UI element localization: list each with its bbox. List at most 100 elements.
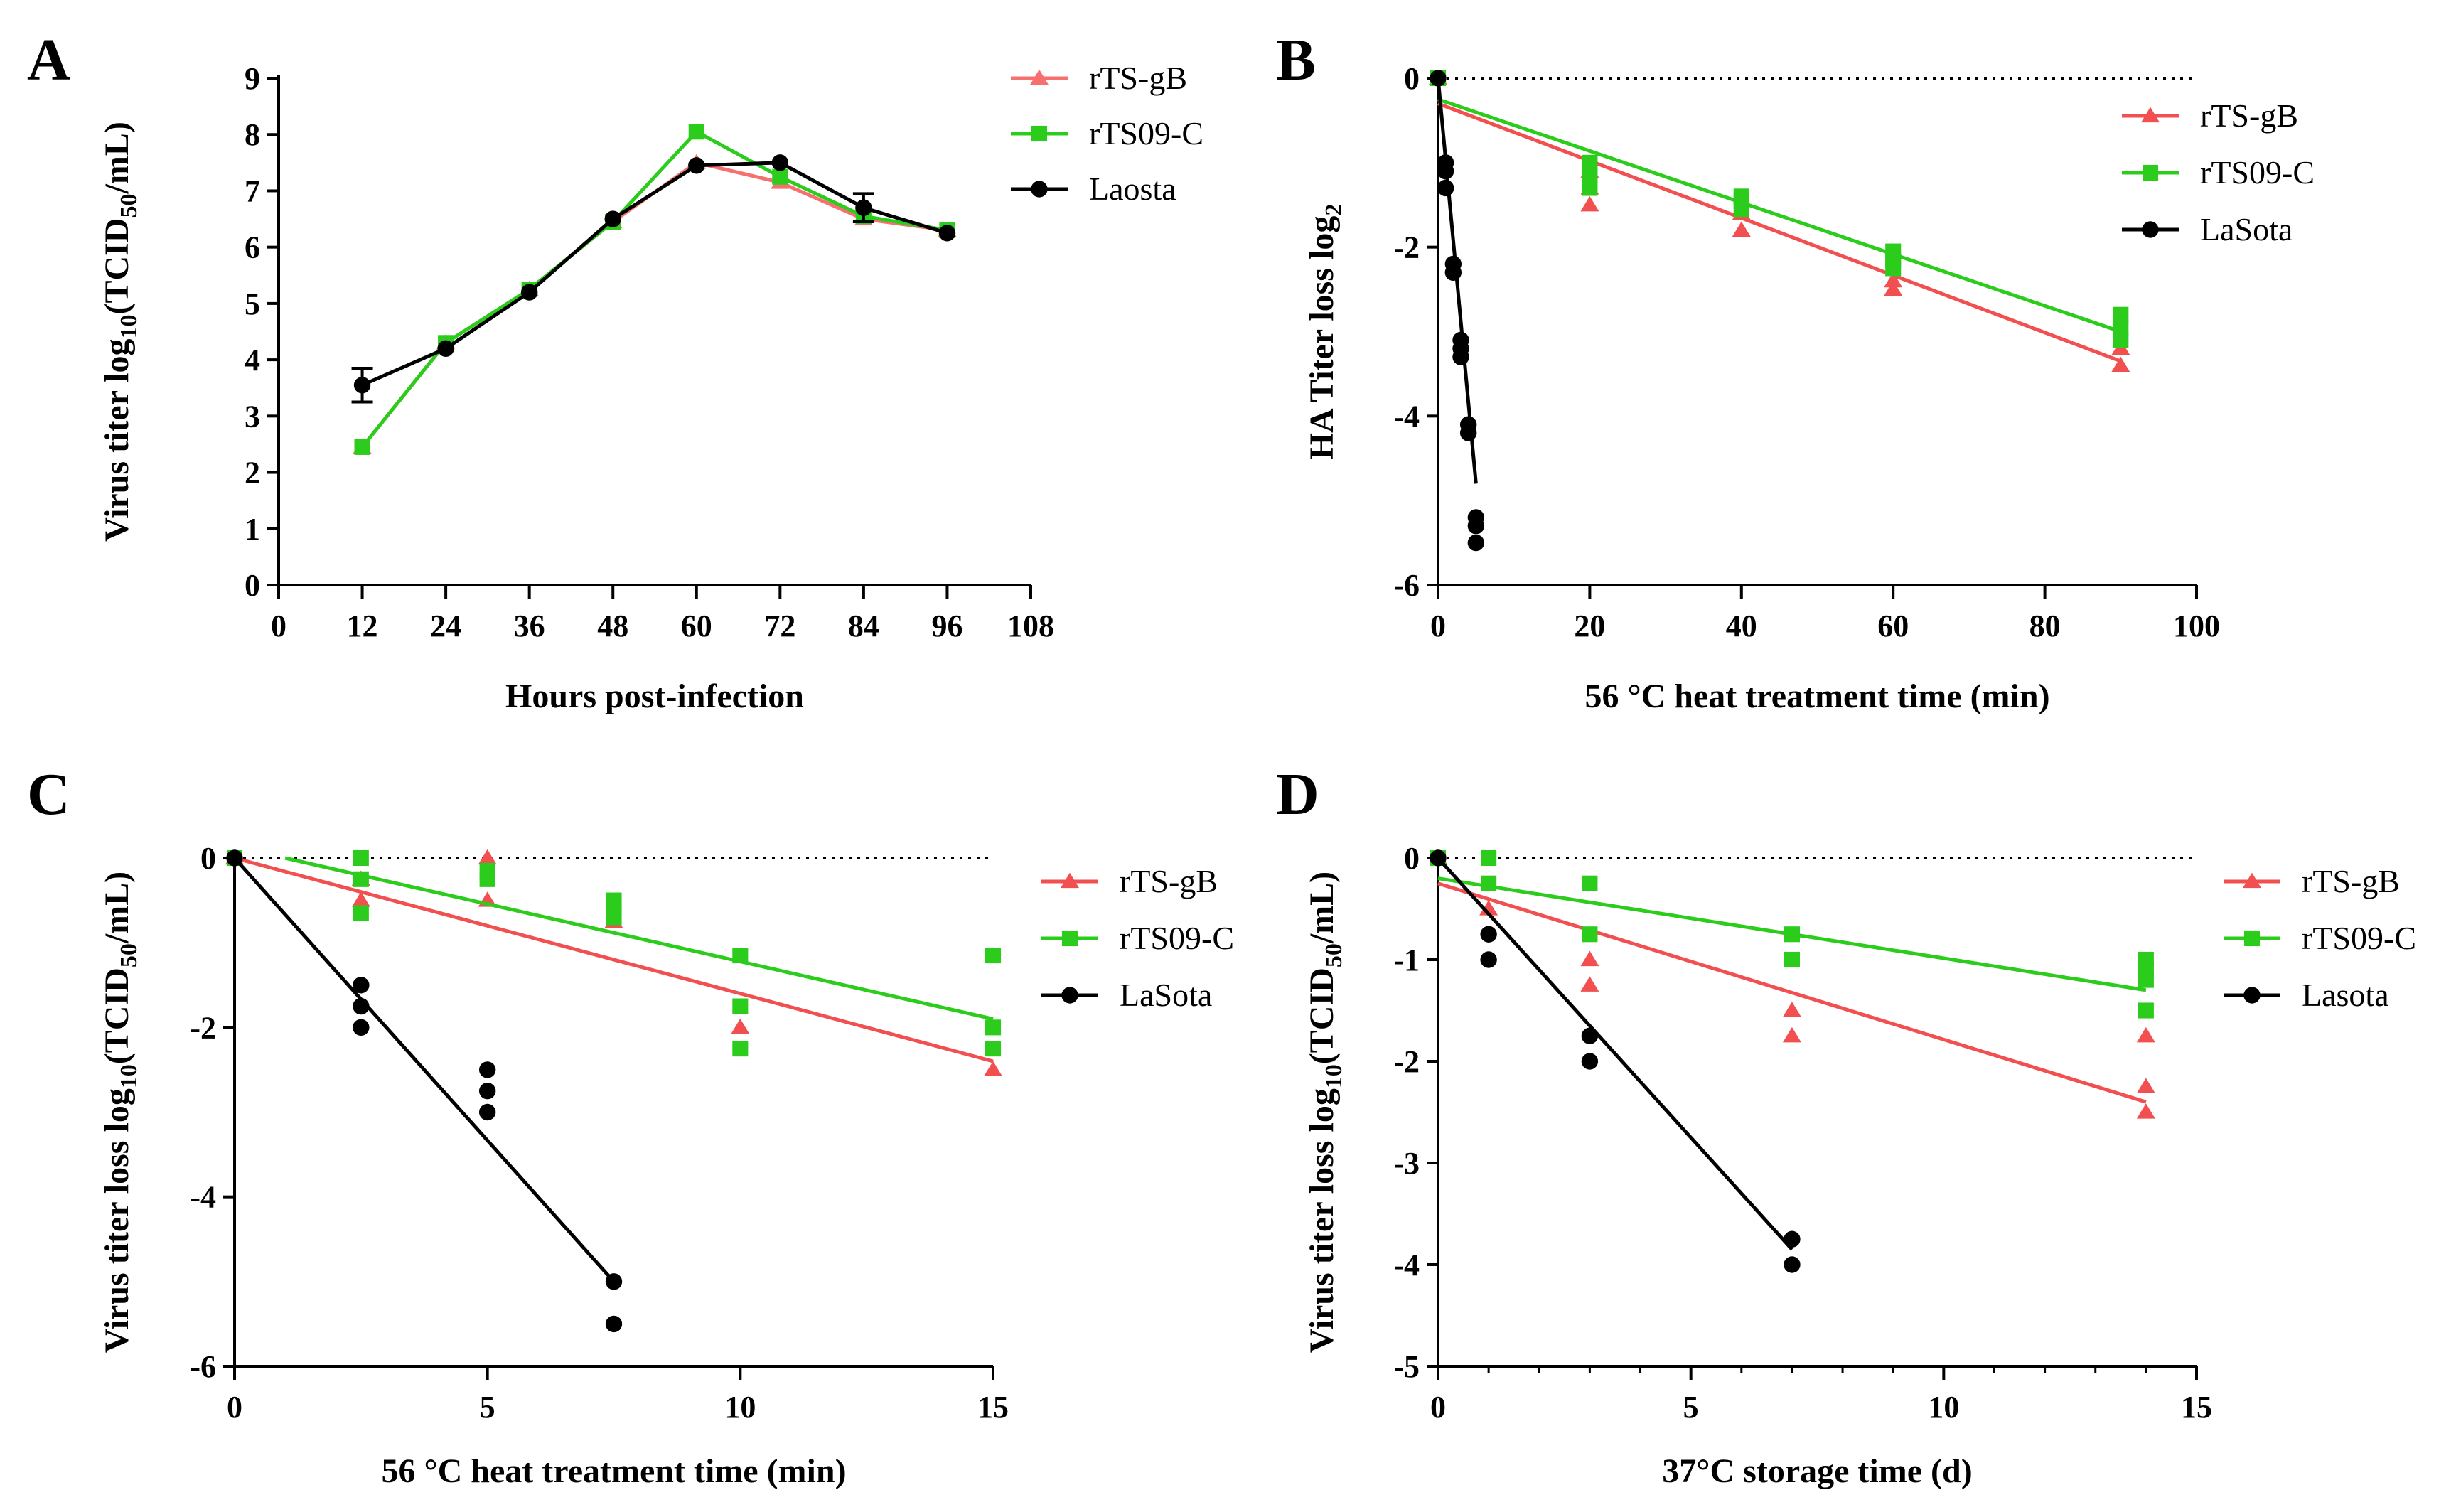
data-point (855, 199, 872, 216)
panel-c: C -6 -4 -2 0 0 5 10 15 56 °C heat treatment time … (27, 761, 1234, 1490)
data-point (605, 1273, 623, 1290)
data-point (1884, 272, 1903, 288)
data-point (688, 157, 705, 174)
data-point (732, 1041, 749, 1057)
data-point (1784, 926, 1800, 943)
fit-line (1436, 77, 1478, 484)
data-point (1480, 926, 1497, 943)
y-tick-label: 0 (200, 841, 216, 876)
data-point (351, 891, 370, 907)
data-point (437, 340, 454, 357)
data-point (688, 124, 704, 140)
data-point (605, 1315, 623, 1333)
data-point (1437, 163, 1454, 180)
y-tick-label: 2 (245, 456, 260, 490)
x-axis-title: Hours post-infection (505, 677, 804, 715)
legend-marker (2243, 930, 2261, 947)
data-point (2113, 319, 2129, 336)
data-point (984, 1061, 1002, 1077)
data-point (2138, 1002, 2154, 1019)
legend-item: rTS09-C (2224, 920, 2416, 956)
x-tick-label: 96 (931, 608, 962, 643)
x-tick-label: 0 (1430, 1390, 1446, 1425)
x-tick-label: 60 (681, 608, 712, 643)
data-point (606, 909, 622, 926)
series-rTS-gB (353, 154, 957, 454)
data-point (604, 210, 621, 227)
legend-label: rTS09-C (2200, 154, 2315, 191)
data-point (478, 1061, 496, 1078)
y-tick-label: -4 (190, 1180, 216, 1215)
y-tick-label: 5 (245, 286, 260, 321)
series-LaSota (226, 849, 623, 1333)
data-point (353, 377, 371, 394)
legend-item: Laosta (1011, 171, 1176, 207)
legend-item: rTS-gB (2122, 97, 2298, 134)
y-tick-label: 8 (245, 117, 260, 152)
y-axis-title: Virus titer loss log10(TCID50/mL) (1303, 872, 1347, 1353)
legend-label: rTS09-C (1089, 115, 1203, 151)
data-point (771, 154, 789, 171)
data-point (1732, 221, 1751, 237)
y-tick-label: 9 (245, 61, 260, 96)
data-point (1452, 348, 1469, 365)
panel-d: D -5 -4 -3 -2 -1 0 0 5 10 15 37°C storage time (d) V… (1276, 761, 2416, 1490)
y-tick-label: 0 (1404, 841, 1420, 876)
x-tick-label: 10 (1928, 1390, 1959, 1425)
panel-b: B -6 -4 -2 0 0 20 40 60 80 100 56 °C heat treatment… (1276, 27, 2315, 715)
y-tick-label: -4 (1393, 399, 1420, 434)
data-point (1580, 976, 1599, 992)
data-point (1479, 900, 1498, 916)
legend-item: rTS-gB (2224, 863, 2400, 899)
legend-marker (2142, 221, 2159, 238)
data-point (353, 997, 370, 1015)
x-axis-title: 56 °C heat treatment time (min) (381, 1452, 846, 1490)
series-rTS-gB (225, 849, 1002, 1077)
data-point (1580, 195, 1599, 212)
data-point (1784, 1256, 1801, 1273)
data-point (354, 439, 370, 455)
data-point (1430, 849, 1447, 867)
panel-letter: B (1276, 27, 1316, 93)
x-tick-label: 80 (2029, 608, 2061, 643)
legend-label: LaSota (1120, 977, 1212, 1013)
x-tick-label: 10 (724, 1390, 756, 1425)
data-point (1444, 264, 1462, 282)
data-point (1481, 875, 1497, 891)
panel-letter: D (1276, 761, 1319, 827)
legend-marker (2243, 987, 2261, 1004)
legend-label: rTS-gB (1120, 863, 1218, 899)
y-tick-label: 0 (1404, 61, 1420, 96)
data-point (1784, 1230, 1801, 1248)
data-point (1582, 154, 1598, 171)
legend-item: rTS-gB (1041, 863, 1218, 899)
data-point (938, 225, 956, 242)
data-point (478, 1103, 496, 1121)
data-point (1733, 188, 1749, 205)
y-tick-label: -3 (1393, 1146, 1420, 1181)
data-point (732, 947, 749, 964)
fit-line (234, 856, 994, 1063)
legend-marker (1061, 987, 1078, 1004)
y-tick-label: -6 (1393, 568, 1420, 603)
x-tick-label: 15 (2181, 1390, 2212, 1425)
x-tick-label: 15 (977, 1390, 1009, 1425)
data-point (226, 849, 243, 867)
data-point (353, 977, 370, 994)
x-axis-title: 37°C storage time (d) (1662, 1452, 1972, 1490)
series-line (361, 161, 948, 387)
x-tick-label: 72 (764, 608, 795, 643)
data-point (479, 871, 495, 887)
legend-label: rTS-gB (1089, 60, 1187, 96)
x-axis-title: 56 °C heat treatment time (min) (1584, 677, 2049, 715)
data-point (731, 1018, 750, 1034)
y-tick-label: 4 (245, 343, 260, 377)
y-tick-label: -2 (1393, 230, 1420, 265)
y-tick-label: 3 (245, 399, 260, 434)
data-point (2111, 356, 2130, 372)
x-tick-label: 100 (2173, 608, 2220, 643)
series-rTS09-C (354, 124, 955, 455)
data-point (1784, 951, 1800, 968)
data-point (353, 905, 369, 921)
